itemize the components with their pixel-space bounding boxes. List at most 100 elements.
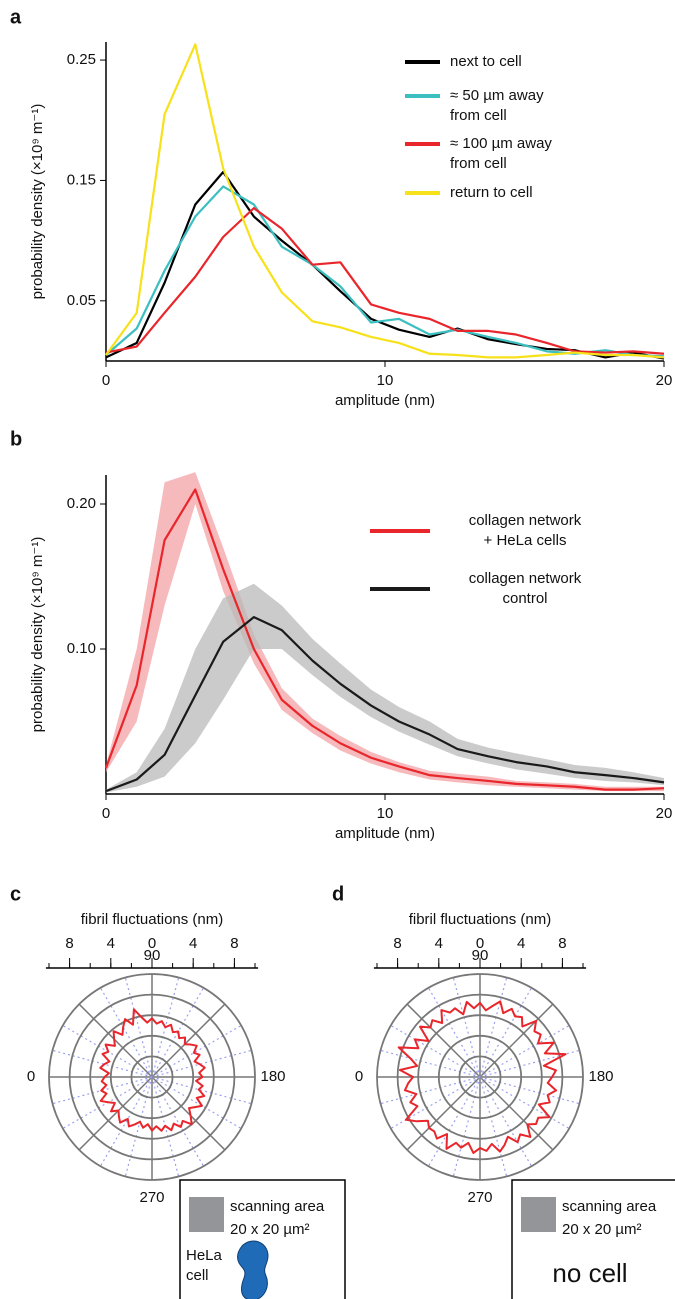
dotted-spoke (427, 987, 481, 1078)
scale-tick-label: 4 (517, 935, 525, 952)
x-axis-label: amplitude (nm) (335, 825, 435, 842)
dotted-spoke (479, 987, 533, 1078)
spoke (479, 1076, 554, 1151)
dotted-spoke (151, 1024, 242, 1078)
angle-label: 90 (472, 947, 489, 964)
data-line (105, 207, 665, 355)
grid-circle (48, 973, 256, 1181)
y-axis-label: probability density (×10⁹ m⁻¹) (29, 537, 46, 733)
x-tick-label: 20 (656, 372, 673, 389)
dotted-spoke (479, 1076, 570, 1130)
y-tick-label: 0.20 (67, 495, 96, 512)
angle-label: 270 (139, 1189, 164, 1206)
polar-trace (99, 1008, 206, 1132)
dotted-spoke (479, 1076, 508, 1177)
data-line (104, 488, 665, 791)
dotted-spoke (390, 1024, 481, 1078)
spoke (479, 1003, 554, 1078)
grid-circle (396, 993, 564, 1161)
panel-letter: b (10, 428, 22, 450)
x-tick-label: 0 (102, 805, 110, 822)
x-tick-label: 20 (656, 805, 673, 822)
spoke (78, 1003, 153, 1078)
error-band (106, 583, 664, 793)
scale-tick-label: 8 (558, 935, 566, 952)
legend-label: collagen network + HeLa cells (468, 512, 582, 549)
grid-circle (376, 973, 584, 1181)
inset-label: scanning area (562, 1198, 657, 1215)
dotted-spoke (380, 1076, 481, 1105)
grid-circle (437, 1034, 523, 1120)
dotted-spoke (479, 1024, 570, 1078)
scale-tick-label: 0 (476, 935, 484, 952)
scale-tick-label: 8 (230, 935, 238, 952)
dotted-spoke (380, 1049, 481, 1078)
dotted-spoke (452, 977, 481, 1078)
dotted-spoke (479, 977, 508, 1078)
scale-tick-label: 8 (65, 935, 73, 952)
spoke (406, 1076, 481, 1151)
inset-label: 20 x 20 µm² (230, 1221, 310, 1238)
dotted-spoke (124, 1076, 153, 1177)
scale-label: fibril fluctuations (nm) (81, 911, 224, 928)
dotted-spoke (427, 1076, 481, 1167)
error-band (106, 472, 664, 792)
legend-label: ≈ 50 µm away from cell (450, 87, 544, 124)
inset-label: 20 x 20 µm² (562, 1221, 642, 1238)
inset-cell-label: no cell (552, 1258, 627, 1288)
grid-circle (458, 1055, 502, 1099)
spoke (406, 1003, 481, 1078)
y-tick-label: 0.15 (67, 171, 96, 188)
data-line (105, 43, 665, 359)
angle-label: 270 (467, 1189, 492, 1206)
scale-tick-label: 4 (107, 935, 115, 952)
x-tick-label: 10 (377, 372, 394, 389)
panel-letter: d (332, 883, 344, 905)
angle-label: 0 (355, 1068, 363, 1085)
dotted-spoke (99, 987, 153, 1078)
spoke (151, 1076, 226, 1151)
y-axis-label: probability density (×10⁹ m⁻¹) (29, 104, 46, 300)
scanning-area-swatch (521, 1197, 556, 1232)
y-tick-label: 0.10 (67, 640, 96, 657)
dotted-spoke (452, 1076, 481, 1177)
y-tick-label: 0.25 (67, 51, 96, 68)
panel-letter: a (10, 6, 22, 28)
legend-label: collagen network control (468, 570, 582, 607)
dotted-spoke (151, 1049, 252, 1078)
angle-label: 90 (144, 947, 161, 964)
dotted-spoke (151, 1076, 205, 1167)
angle-label: 180 (260, 1068, 285, 1085)
x-tick-label: 10 (377, 805, 394, 822)
legend-label: return to cell (450, 184, 533, 201)
spoke (151, 1003, 226, 1078)
dotted-spoke (151, 1076, 242, 1130)
grid-circle (417, 1014, 543, 1140)
angle-label: 180 (588, 1068, 613, 1085)
grid-circle (89, 1014, 215, 1140)
panel-letter: c (10, 883, 21, 905)
inset-cell-label: HeLa cell (186, 1247, 222, 1284)
dotted-spoke (52, 1049, 153, 1078)
grid-circle (109, 1034, 195, 1120)
scale-tick-label: 4 (435, 935, 443, 952)
dotted-spoke (479, 1076, 533, 1167)
legend-label: ≈ 100 µm away from cell (450, 135, 552, 172)
data-line (105, 185, 665, 358)
spoke (78, 1076, 153, 1151)
cell-icon (237, 1240, 269, 1299)
angle-label: 0 (27, 1068, 35, 1085)
y-tick-label: 0.05 (67, 292, 96, 309)
grid-circle (130, 1055, 174, 1099)
x-tick-label: 0 (102, 372, 110, 389)
data-line (105, 170, 665, 360)
inset-label: scanning area (230, 1198, 325, 1215)
dotted-spoke (151, 1076, 252, 1105)
x-axis-label: amplitude (nm) (335, 392, 435, 409)
dotted-spoke (99, 1076, 153, 1167)
grid-circle (68, 993, 236, 1161)
scale-tick-label: 8 (393, 935, 401, 952)
scale-label: fibril fluctuations (nm) (409, 911, 552, 928)
